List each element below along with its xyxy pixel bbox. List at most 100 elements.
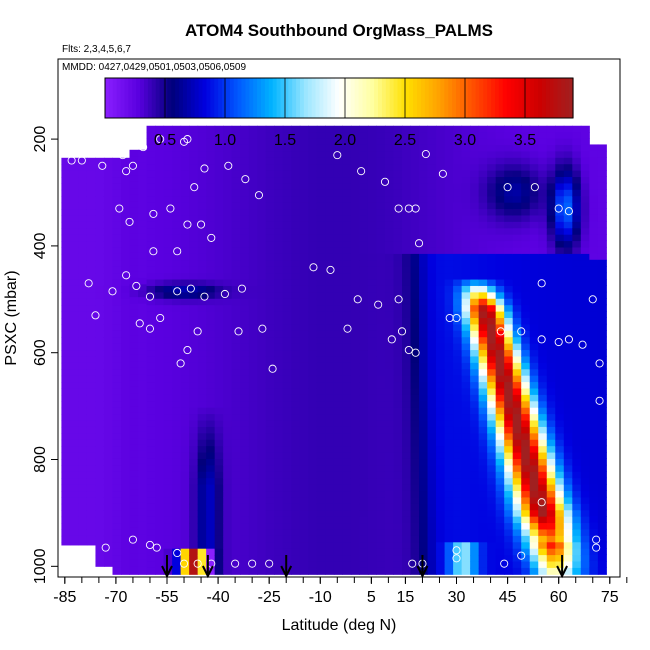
heat-cell: [223, 266, 233, 274]
heat-cell: [546, 285, 556, 293]
heat-cell: [325, 196, 335, 204]
heat-cell: [121, 407, 131, 415]
colorbar-cell: [541, 78, 547, 118]
heat-cell: [461, 478, 471, 486]
heat-cell: [359, 318, 369, 325]
heat-cell: [206, 414, 216, 422]
heat-cell: [427, 503, 437, 511]
heat-cell: [146, 234, 156, 242]
heat-cell: [282, 241, 292, 249]
heat-cell: [146, 279, 156, 287]
heat-cell: [402, 388, 412, 396]
heat-cell: [427, 439, 437, 447]
heat-cell: [248, 510, 258, 518]
heat-cell: [444, 311, 454, 319]
heat-cell: [333, 132, 343, 140]
heat-cell: [274, 234, 284, 242]
heat-cell: [444, 138, 454, 146]
heat-cell: [291, 369, 301, 377]
heat-cell: [333, 234, 343, 242]
heat-cell: [461, 465, 471, 473]
heat-cell: [572, 260, 582, 268]
heat-cell: [197, 350, 207, 357]
heat-cell: [206, 324, 216, 332]
heat-cell: [342, 183, 352, 191]
heat-cell: [214, 125, 224, 133]
heat-cell: [529, 491, 539, 498]
heat-cell: [325, 420, 335, 428]
heat-cell: [402, 362, 412, 370]
heat-cell: [393, 177, 403, 184]
heat-cell: [555, 362, 565, 370]
heat-cell: [282, 234, 292, 242]
heat-cell: [189, 292, 199, 300]
heat-cell: [214, 305, 224, 313]
heat-cell: [240, 420, 250, 428]
heat-cell: [504, 337, 514, 345]
heat-cell: [470, 420, 480, 428]
heat-cell: [436, 414, 446, 422]
heat-cell: [512, 439, 522, 447]
heat-cell: [112, 535, 122, 543]
plot-area: [61, 125, 607, 579]
heat-cell: [257, 183, 267, 191]
heat-cell: [240, 311, 250, 319]
colorbar-cell: [463, 78, 469, 118]
heat-cell: [487, 234, 497, 242]
heat-cell: [231, 401, 241, 409]
heat-cell: [138, 162, 148, 170]
heat-cell: [350, 241, 360, 249]
heat-cell: [333, 420, 343, 428]
heat-cell: [589, 189, 599, 197]
heat-cell: [172, 356, 182, 364]
heat-cell: [342, 446, 352, 454]
heat-cell: [359, 177, 369, 184]
heat-cell: [470, 503, 480, 511]
heat-cell: [410, 189, 420, 197]
heat-cell: [427, 183, 437, 191]
heat-cell: [257, 555, 267, 563]
heat-cell: [316, 324, 326, 332]
heat-cell: [206, 221, 216, 229]
heat-cell: [495, 125, 505, 133]
heat-cell: [299, 183, 309, 191]
heat-cell: [95, 446, 105, 454]
heat-cell: [580, 138, 590, 146]
heat-cell: [487, 516, 497, 524]
heat-cell: [180, 542, 190, 550]
heat-cell: [393, 503, 403, 511]
heat-cell: [112, 330, 122, 338]
heat-cell: [138, 220, 148, 228]
heat-cell: [78, 202, 88, 210]
heat-cell: [376, 465, 386, 473]
heat-cell: [384, 285, 394, 293]
heat-cell: [146, 388, 156, 396]
heat-cell: [274, 311, 284, 319]
heat-cell: [163, 484, 173, 492]
heat-cell: [419, 516, 429, 524]
heat-cell: [461, 132, 471, 140]
heat-cell: [512, 189, 522, 197]
heat-cell: [231, 567, 241, 575]
heat-cell: [495, 414, 505, 422]
heat-cell: [316, 221, 326, 229]
heat-cell: [155, 311, 165, 319]
heat-cell: [597, 176, 607, 184]
heat-cell: [112, 170, 122, 178]
heat-cell: [308, 183, 318, 191]
heat-cell: [214, 215, 224, 223]
heat-cell: [359, 260, 369, 268]
heat-cell: [384, 356, 394, 364]
sample-point: [98, 161, 107, 170]
heat-cell: [189, 318, 199, 325]
heat-cell: [316, 279, 326, 287]
heat-cell: [172, 247, 182, 255]
heat-cell: [478, 369, 488, 377]
heat-cell: [504, 555, 514, 563]
heat-cell: [453, 388, 463, 396]
heat-cell: [299, 484, 309, 492]
heat-cell: [436, 555, 446, 563]
heat-cell: [453, 407, 463, 415]
heat-cell: [444, 394, 454, 402]
colorbar-cell: [163, 78, 168, 118]
